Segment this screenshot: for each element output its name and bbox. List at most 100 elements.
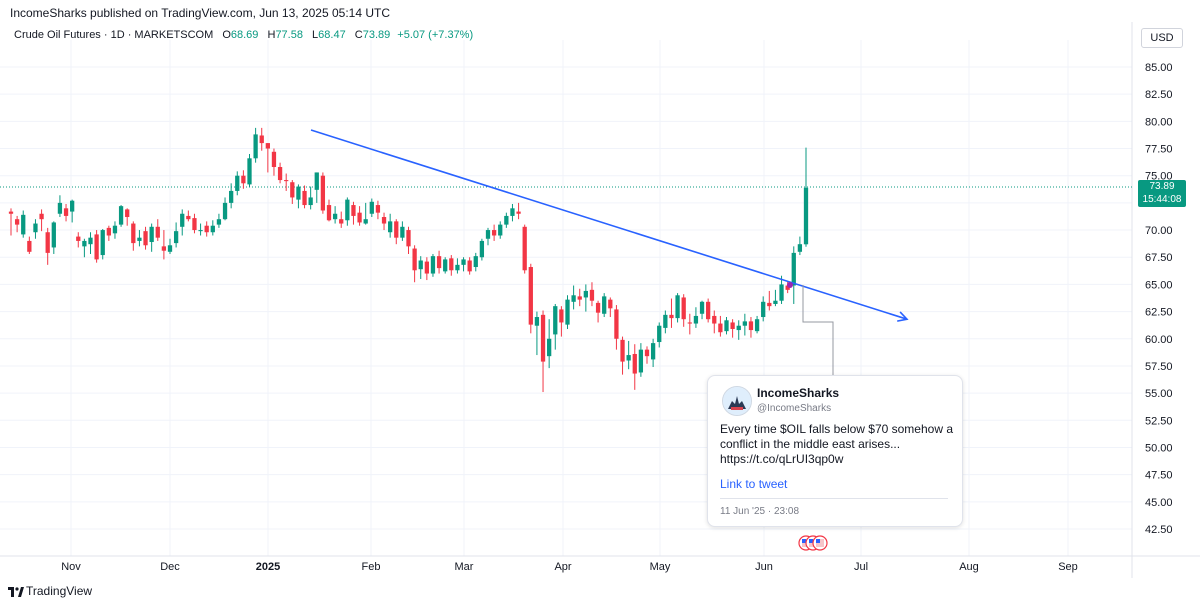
time-tick-label: Feb xyxy=(362,561,381,573)
price-tick-label: 52.50 xyxy=(1145,415,1173,427)
tweet-card[interactable]: IncomeSharks @IncomeSharks Every time $O… xyxy=(707,375,963,527)
time-tick-label: Jul xyxy=(854,561,868,573)
candle-body xyxy=(27,240,32,252)
candle-body xyxy=(443,259,448,272)
candle-body xyxy=(284,180,289,182)
tweet-divider xyxy=(720,498,948,499)
price-tick-label: 42.50 xyxy=(1145,524,1173,536)
time-tick-label: Sep xyxy=(1058,561,1078,573)
candle-body xyxy=(33,223,38,233)
candle-body xyxy=(332,213,338,220)
time-axis: Nov Dec 2025 Feb Mar Apr May Jun Jul Aug Sep xyxy=(61,561,1078,573)
candle-body xyxy=(192,218,197,231)
candle-body xyxy=(595,302,601,313)
candle-body xyxy=(265,143,270,149)
candles xyxy=(8,127,809,393)
candle-body xyxy=(455,264,460,271)
candle-body xyxy=(742,321,747,326)
candle-body xyxy=(45,232,50,253)
time-tick-label: Mar xyxy=(455,561,474,573)
candle-body xyxy=(522,226,527,271)
candle-body xyxy=(173,231,179,244)
time-tick-label: Aug xyxy=(959,561,979,573)
candle-body xyxy=(675,295,680,319)
candle-body xyxy=(320,175,326,211)
candle-body xyxy=(485,230,491,239)
candle-body xyxy=(198,230,203,232)
price-tick-label: 47.50 xyxy=(1145,470,1173,482)
last-price-value: 73.89 xyxy=(1149,181,1175,192)
candle-body xyxy=(180,213,185,227)
price-tick-label: 77.50 xyxy=(1145,144,1173,156)
candle-body xyxy=(638,349,644,373)
candle-body xyxy=(528,267,533,325)
candle-body xyxy=(614,309,619,339)
candle-body xyxy=(553,306,558,335)
tradingview-brand: TradingView xyxy=(26,584,93,598)
price-tick-label: 70.00 xyxy=(1145,225,1173,237)
candle-body xyxy=(314,172,319,190)
tweet-author-handle: @IncomeSharks xyxy=(757,403,832,414)
candle-body xyxy=(106,227,111,236)
trendline xyxy=(310,129,908,320)
trendline-arrowhead xyxy=(897,311,909,322)
candle-body xyxy=(229,190,234,203)
candle-body xyxy=(467,260,472,272)
price-tick-label: 67.50 xyxy=(1145,252,1173,264)
event-flag-icon xyxy=(812,535,828,551)
link-to-tweet[interactable]: Link to tweet xyxy=(720,477,788,491)
candle-body xyxy=(516,211,521,214)
candle-body xyxy=(644,349,650,357)
low-value: 68.47 xyxy=(318,29,346,41)
candle-body xyxy=(100,230,105,256)
candle-body xyxy=(706,301,711,320)
candle-body xyxy=(137,237,142,241)
candle-body xyxy=(302,190,307,206)
candle-body xyxy=(571,295,576,302)
candle-body xyxy=(785,285,790,290)
candle-body xyxy=(473,256,478,268)
close-value: 73.89 xyxy=(362,29,391,41)
candle-body xyxy=(63,208,69,216)
candle-body xyxy=(449,258,454,271)
candle-body xyxy=(773,300,778,304)
tradingview-logo-icon xyxy=(8,586,24,597)
candle-body xyxy=(498,224,503,236)
candle-body xyxy=(761,301,766,318)
tweet-connector xyxy=(802,285,834,375)
candle-body xyxy=(730,322,735,329)
candle-body xyxy=(712,315,717,324)
candle-body xyxy=(718,323,723,333)
candle-body xyxy=(235,175,240,191)
symbol-info: Crude Oil Futures · 1D · MARKETSCOM O68.… xyxy=(14,29,473,41)
open-value: 68.69 xyxy=(230,29,259,41)
candle-body xyxy=(699,301,705,314)
high-value: 77.58 xyxy=(275,29,303,41)
candle-body xyxy=(375,205,381,213)
price-tick-label: 57.50 xyxy=(1145,361,1173,373)
candle-body xyxy=(602,296,607,314)
candle-body xyxy=(271,151,277,168)
candle-body xyxy=(290,182,295,198)
signal-marker xyxy=(787,282,793,288)
price-tick-label: 65.00 xyxy=(1145,279,1173,291)
price-tick-label: 75.00 xyxy=(1145,171,1173,183)
candle-body xyxy=(161,246,167,251)
candle-body xyxy=(39,213,44,220)
candle-body xyxy=(388,221,393,233)
time-tick-label: 2025 xyxy=(256,561,280,573)
candle-body xyxy=(491,230,497,236)
time-tick-label: Dec xyxy=(160,561,180,573)
candle-body xyxy=(693,315,699,324)
currency-button[interactable]: USD xyxy=(1141,28,1183,48)
candle-body xyxy=(577,296,582,300)
candle-body xyxy=(143,231,148,246)
candle-body xyxy=(748,321,754,331)
candle-body xyxy=(436,256,442,269)
tweet-text: Every time $OIL falls below $70 somehow … xyxy=(720,422,953,466)
candle-body xyxy=(479,240,485,258)
time-tick-label: Apr xyxy=(554,561,571,573)
drawings xyxy=(310,129,909,551)
candle-body xyxy=(400,226,405,238)
